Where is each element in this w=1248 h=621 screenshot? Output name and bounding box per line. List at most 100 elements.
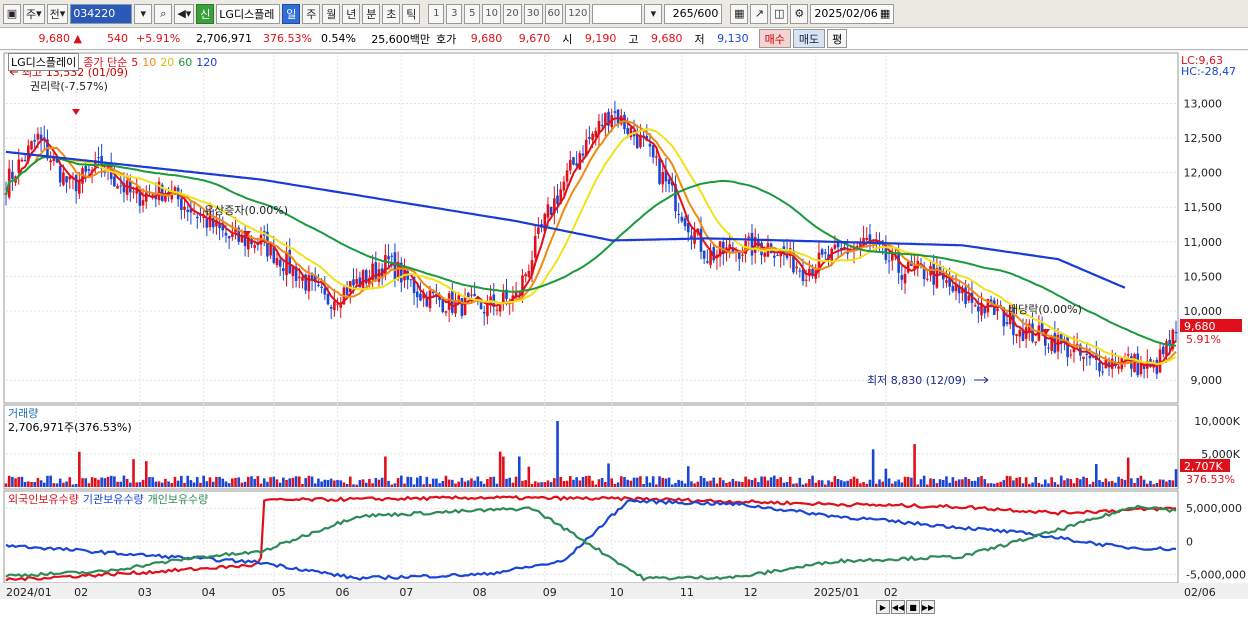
interval-30[interactable]: 30 xyxy=(523,3,543,24)
tab-period-tick[interactable]: 틱 xyxy=(402,3,421,24)
price-change: 540 xyxy=(107,32,128,45)
candle-body xyxy=(808,268,811,276)
evaluate-button[interactable]: 평 xyxy=(827,29,848,48)
legend-ma-type[interactable]: 종가 단순 xyxy=(83,56,128,69)
volume-bar xyxy=(1015,477,1018,487)
volume-bar xyxy=(951,477,955,487)
volume-bar xyxy=(78,451,81,487)
tab-period-month[interactable]: 월 xyxy=(322,3,341,24)
volume-bar xyxy=(275,479,279,487)
code-dropdown-icon[interactable]: ▾ xyxy=(134,3,153,24)
flow-y-tick-label: 5,000,000 xyxy=(1186,502,1242,515)
tab-period-day[interactable]: 일 xyxy=(282,3,301,24)
legend-stock-name[interactable]: LG디스플레이 xyxy=(8,53,80,71)
chart-toolbar: ▣ 주 ▾ 전 ▾ 034220 ▾ ⌕ ◀▾ 신 LG디스플레 일 주 월 년 분… xyxy=(0,0,1248,28)
sound-icon[interactable]: ◀▾ xyxy=(174,3,195,24)
volume-bar xyxy=(71,484,75,487)
stock-code-input[interactable]: 034220 xyxy=(70,3,133,24)
volume-title[interactable]: 거래량 xyxy=(8,407,39,420)
volume-bar xyxy=(1012,480,1015,487)
legend-ma60[interactable]: 60 xyxy=(178,55,193,69)
volume-bar xyxy=(307,475,311,487)
calendar-icon[interactable]: ▦ xyxy=(879,7,891,20)
candle-body xyxy=(524,274,527,277)
tab-period-year[interactable]: 년 xyxy=(342,3,361,24)
candle-body xyxy=(1126,354,1130,356)
chart-type-icon[interactable]: ▣ xyxy=(3,3,21,24)
chart-canvas[interactable]: 최고 13,532 (01/09)권리락(-7.57%)유상증자(0.00%)배… xyxy=(0,51,1248,621)
x-axis-label: 11 xyxy=(680,586,694,599)
interval-5[interactable]: 5 xyxy=(464,3,481,24)
candle-body xyxy=(1079,344,1082,356)
candle-body xyxy=(795,266,798,269)
volume-bar xyxy=(1034,477,1038,487)
period-select[interactable]: 주 ▾ xyxy=(23,3,45,24)
candle-body xyxy=(505,289,508,299)
scroll-right-icon[interactable]: ▶ xyxy=(876,600,890,614)
indicator-icon[interactable]: ▦ xyxy=(730,3,749,24)
save-icon[interactable]: ◫ xyxy=(770,3,789,24)
interval-120[interactable]: 120 xyxy=(565,3,591,24)
buy-button[interactable]: 매수 xyxy=(758,29,791,48)
stop-icon[interactable]: ■ xyxy=(906,600,920,614)
interval-custom-field[interactable] xyxy=(592,3,643,24)
volume-bar xyxy=(409,477,413,487)
legend-foreign[interactable]: 외국인보유수량 xyxy=(8,493,79,506)
rewind-icon[interactable]: ◀◀ xyxy=(891,600,905,614)
volume-bar xyxy=(167,481,170,487)
sell-button[interactable]: 매도 xyxy=(792,29,826,48)
tab-period-second[interactable]: 초 xyxy=(382,3,401,24)
candle-body xyxy=(329,306,333,309)
prev-select[interactable]: 전 ▾ xyxy=(46,3,69,24)
legend-ma10[interactable]: 10 xyxy=(142,55,157,69)
candle-body xyxy=(97,157,100,159)
volume-bar xyxy=(466,480,470,487)
candle-body xyxy=(135,187,139,194)
legend-institution[interactable]: 기관보유수량 xyxy=(82,493,144,506)
interval-60[interactable]: 60 xyxy=(544,3,564,24)
volume-bar xyxy=(935,483,939,487)
period-select-label: 주 xyxy=(26,7,37,21)
chart-area[interactable]: 최고 13,532 (01/09) 권리락(-7.57%) 유상증자(0.00%) 배… xyxy=(0,51,1248,621)
candle-body xyxy=(514,291,518,297)
candle-body xyxy=(572,157,575,165)
volume-bar xyxy=(568,476,572,487)
search-icon[interactable]: ⌕ xyxy=(154,3,173,24)
legend-ma5[interactable]: 5 xyxy=(131,55,139,69)
legend-individual[interactable]: 개인보유수량 xyxy=(147,493,209,506)
new-badge[interactable]: 신 xyxy=(196,3,215,24)
volume-bar xyxy=(396,478,400,487)
date-field[interactable]: 2025/02/06 ▦ xyxy=(810,3,895,24)
volume-bar xyxy=(138,482,142,487)
candle-body xyxy=(17,159,21,173)
candle-body xyxy=(246,238,250,250)
candle-body xyxy=(415,291,419,298)
volume-bar xyxy=(1152,484,1155,487)
tab-period-week[interactable]: 주 xyxy=(302,3,321,24)
gear-icon[interactable]: ⚙ xyxy=(790,3,809,24)
x-axis-band xyxy=(0,583,1248,599)
volume-bar xyxy=(473,480,476,487)
tab-period-minute[interactable]: 분 xyxy=(362,3,381,24)
volume-bar xyxy=(514,476,518,487)
bar-count-field[interactable]: 265/600 xyxy=(664,3,723,24)
legend-ma120[interactable]: 120 xyxy=(196,55,218,69)
candle-body xyxy=(345,286,349,295)
legend-ma20[interactable]: 20 xyxy=(160,55,175,69)
volume-bar xyxy=(792,483,795,487)
candle-body xyxy=(221,225,225,231)
volume-bar xyxy=(1110,480,1114,487)
volume-bar xyxy=(954,480,958,487)
x-axis-label: 05 xyxy=(272,586,286,599)
fast-forward-icon[interactable]: ▶▶ xyxy=(921,600,935,614)
interval-10[interactable]: 10 xyxy=(482,3,502,24)
interval-dropdown-icon[interactable]: ▾ xyxy=(644,3,663,24)
volume-bar xyxy=(358,480,362,487)
interval-1[interactable]: 1 xyxy=(428,3,445,24)
interval-20[interactable]: 20 xyxy=(503,3,522,24)
draw-tool-icon[interactable]: ↗ xyxy=(750,3,769,24)
interval-3[interactable]: 3 xyxy=(446,3,463,24)
volume-bar xyxy=(460,477,464,487)
volume-bar xyxy=(632,477,636,487)
candle-body xyxy=(661,172,665,185)
